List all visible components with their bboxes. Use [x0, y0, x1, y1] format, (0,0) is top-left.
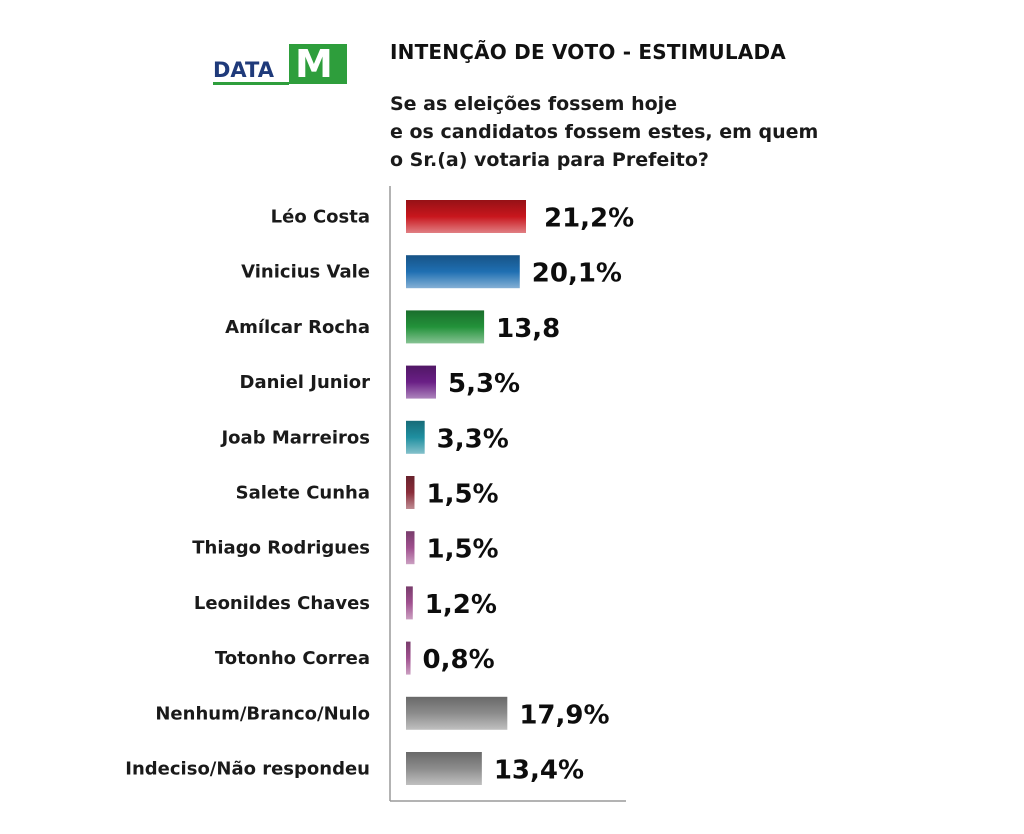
logo-text: DATA [213, 58, 275, 82]
value-label: 1,5% [426, 535, 498, 565]
bar [406, 752, 482, 785]
category-label: Joab Marreiros [219, 427, 370, 448]
question-line-3: o Sr.(a) votaria para Prefeito? [390, 149, 709, 171]
bar [406, 586, 413, 620]
category-label: Indeciso/Não respondeu [125, 759, 370, 780]
bar [406, 420, 425, 454]
bar [406, 200, 526, 233]
bar [406, 696, 508, 730]
category-label: Leonildes Chaves [194, 593, 370, 614]
value-label: 20,1% [532, 259, 622, 289]
logo-underline [213, 82, 289, 85]
category-label: Amílcar Rocha [225, 317, 370, 338]
logo-mark: M [295, 42, 333, 86]
value-label: 13,4% [494, 756, 584, 786]
bar [406, 255, 520, 289]
value-label: 1,2% [425, 590, 497, 620]
bar [406, 310, 485, 344]
bar [406, 476, 415, 509]
value-label: 1,5% [426, 480, 498, 510]
value-label: 5,3% [448, 369, 520, 399]
value-label: 21,2% [544, 204, 634, 234]
category-label: Vinicius Vale [241, 262, 370, 283]
bar [406, 641, 411, 675]
bar [406, 531, 415, 565]
value-label: 3,3% [437, 424, 509, 454]
poll-question: Se as eleições fossem hoje e os candidat… [390, 90, 818, 174]
question-line-1: Se as eleições fossem hoje [390, 93, 678, 115]
chart-title: INTENÇÃO DE VOTO - ESTIMULADA [390, 40, 786, 64]
value-label: 17,9% [519, 700, 609, 730]
category-label: Thiago Rodrigues [192, 538, 370, 559]
question-line-2: e os candidatos fossem estes, em quem [390, 121, 819, 143]
category-label: Daniel Junior [240, 372, 371, 393]
category-label: Nenhum/Branco/Nulo [155, 703, 370, 724]
category-label: Salete Cunha [236, 483, 370, 504]
logo-mark-box: M [289, 42, 347, 86]
datam-logo: DATA M [213, 42, 347, 86]
bar [406, 365, 436, 399]
category-label: Totonho Correa [215, 648, 370, 669]
value-label: 0,8% [423, 645, 495, 675]
category-label: Léo Costa [271, 207, 370, 228]
value-label: 13,8 [496, 314, 560, 344]
